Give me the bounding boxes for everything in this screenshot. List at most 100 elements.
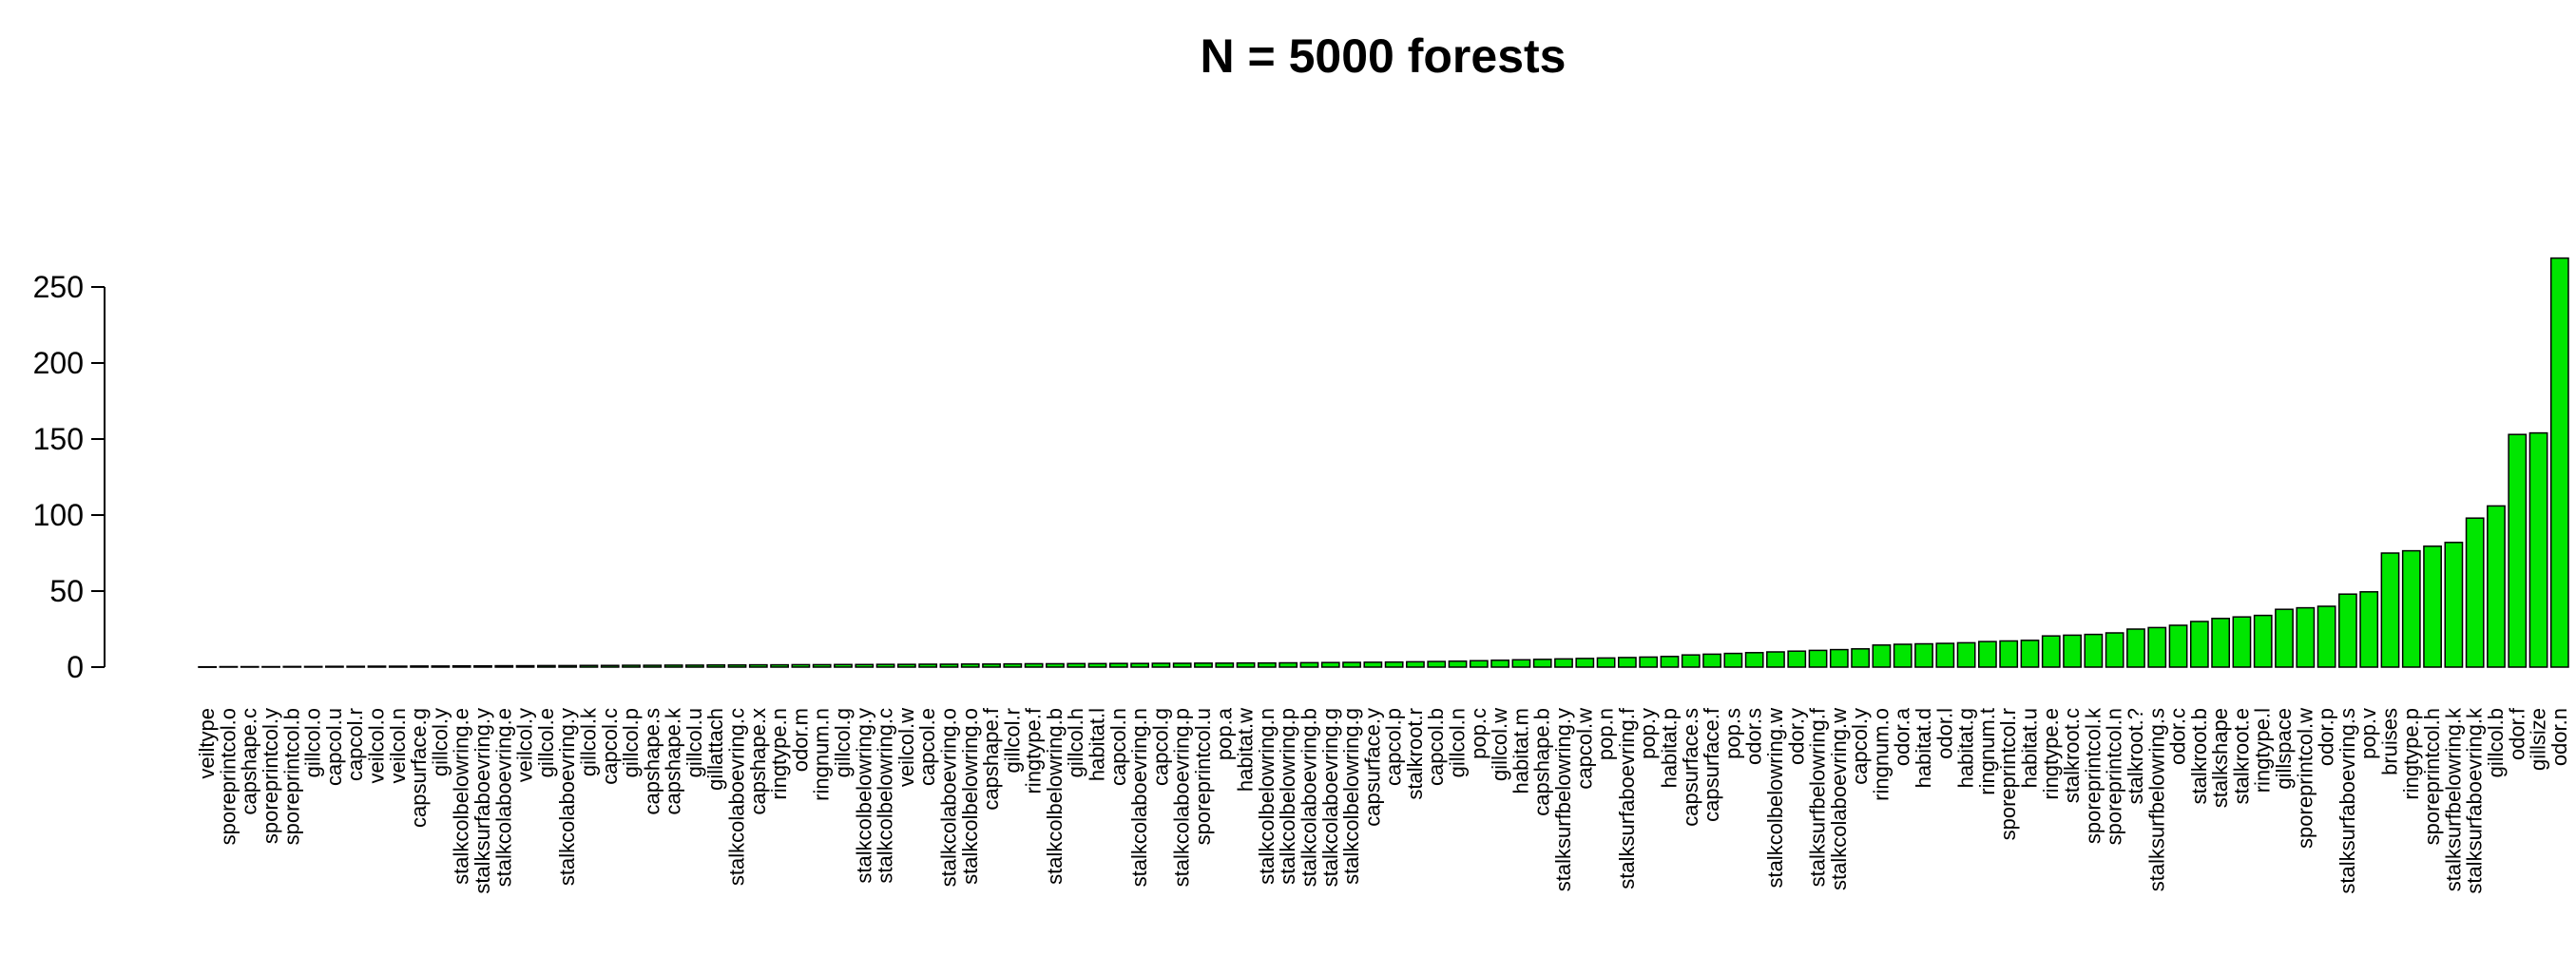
x-tick-label: gillcol.o — [301, 708, 325, 777]
bar — [791, 663, 811, 668]
x-tick-label: stalkcolbelowring.p — [1276, 708, 1299, 885]
bar — [1723, 652, 1743, 668]
x-tick-label: capsurface.g — [407, 708, 431, 828]
bar — [2126, 628, 2145, 668]
bar — [558, 664, 578, 668]
x-tick-label: ringtype.l — [2251, 708, 2275, 793]
x-tick-label: stalkcolbelowring.b — [1043, 708, 1067, 885]
y-tick-label: 200 — [33, 346, 84, 380]
bar — [2508, 433, 2528, 668]
bar — [452, 664, 471, 668]
x-tick-label: veilcol.y — [513, 708, 537, 782]
bar — [1215, 662, 1235, 668]
x-tick-label: sporeprintcol.r — [1996, 708, 2020, 840]
x-tick-label: veilcol.n — [386, 708, 410, 783]
bar — [1469, 660, 1489, 668]
bar — [2316, 605, 2336, 668]
x-tick-label: stalkroot.? — [2124, 708, 2147, 805]
bar — [918, 663, 938, 668]
x-tick-label: gillcol.k — [576, 707, 600, 776]
bar — [1660, 656, 1680, 668]
bar — [198, 665, 218, 668]
bar — [1999, 640, 2019, 668]
bar — [727, 664, 747, 668]
bar — [473, 664, 492, 668]
bar — [1532, 659, 1552, 668]
x-tick-label: capshape.f — [979, 707, 1003, 811]
x-tick-label: stalkcolaboevring.w — [1827, 708, 1851, 890]
bar — [346, 665, 366, 668]
bar — [1554, 658, 1573, 668]
x-tick-label: habitat.u — [2017, 708, 2041, 788]
x-tick-label: stalkcolaboevring.o — [936, 708, 960, 887]
y-tick-label: 0 — [67, 650, 84, 684]
bar — [1702, 653, 1721, 668]
x-tick-label: stalkcolaboevring.p — [1170, 708, 1194, 887]
x-tick-label: capcol.y — [1848, 708, 1872, 785]
bar — [2211, 618, 2231, 668]
bar — [1787, 650, 1807, 668]
x-tick-label: odor.s — [1742, 708, 1766, 765]
bar — [1596, 657, 1616, 668]
x-tick-label: habitat.g — [1954, 708, 1978, 788]
bar — [2549, 257, 2569, 668]
x-tick-label: stalksurfbelowring.f — [1806, 707, 1830, 887]
x-tick-label: bruises — [2378, 708, 2402, 775]
x-tick-label: capsurface.s — [1679, 708, 1702, 827]
x-tick-label: stalksurfaboevring.k — [2463, 707, 2487, 894]
x-tick-label: gillcol.p — [619, 708, 643, 777]
bar — [1575, 658, 1595, 668]
x-tick-label: sporeprintcol.w — [2293, 708, 2316, 849]
bar — [1744, 652, 1764, 668]
bar — [261, 665, 280, 668]
bar — [1618, 657, 1637, 668]
bar — [1956, 641, 1976, 668]
bar — [2232, 616, 2252, 668]
x-tick-label: capshape.b — [1530, 708, 1554, 816]
x-tick-label: stalkcolaboevring.c — [725, 708, 749, 886]
x-tick-label: pop.a — [1212, 707, 1236, 760]
bar — [494, 664, 514, 668]
bar — [812, 663, 832, 668]
x-tick-label: sporeprintcol.n — [2103, 708, 2126, 845]
bar — [643, 664, 663, 668]
x-tick-label: sporeprintcol.u — [1191, 708, 1215, 845]
x-tick-label: sporeprintcol.o — [216, 708, 240, 845]
bar — [1363, 661, 1383, 668]
bar — [1851, 648, 1871, 668]
x-tick-label: stalkroot.b — [2187, 708, 2211, 805]
x-tick-label: stalkcolbelowring.g — [1339, 708, 1363, 885]
bar — [1639, 656, 1659, 668]
x-tick-label: pop.s — [1721, 708, 1744, 759]
bar — [875, 663, 895, 668]
bar — [1766, 651, 1785, 668]
bar — [2168, 624, 2188, 668]
x-tick-label: pop.y — [1636, 708, 1660, 759]
x-tick-label: odor.c — [2166, 708, 2190, 765]
bar — [2147, 626, 2167, 668]
bar — [1278, 661, 1298, 668]
x-tick-label: gillcol.w — [1488, 708, 1511, 781]
bar — [1087, 662, 1107, 668]
x-tick-label: veiltype — [195, 708, 219, 779]
x-tick-label: stalksurfbelowring.k — [2441, 707, 2465, 891]
x-tick-label: gillcol.b — [2484, 708, 2508, 777]
bar — [240, 665, 260, 668]
y-tick-label: 100 — [33, 498, 84, 532]
x-tick-label: gillsize — [2527, 708, 2550, 771]
x-tick-label: gillcol.h — [1064, 708, 1087, 777]
bar — [1978, 640, 1997, 668]
bar — [1003, 662, 1023, 668]
x-tick-label: stalkcolbelowring.o — [958, 708, 982, 885]
bar — [282, 665, 302, 668]
bar — [1046, 662, 1065, 668]
bar — [1893, 643, 1913, 668]
bar — [515, 664, 535, 668]
bar — [2275, 608, 2294, 668]
bar — [1935, 642, 1955, 668]
x-tick-label: gillcol.y — [428, 708, 452, 776]
x-tick-label: habitat.w — [1234, 708, 1258, 792]
x-tick-labels: veiltypesporeprintcol.ocapshape.csporepr… — [195, 707, 2571, 894]
x-tick-label: gillcol.e — [534, 708, 558, 777]
bar — [1384, 660, 1404, 668]
